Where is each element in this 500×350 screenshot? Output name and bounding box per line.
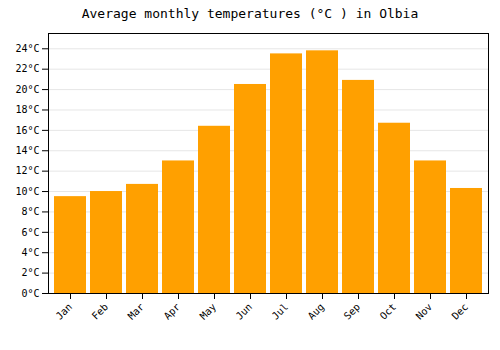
svg-text:24°C: 24°C [15, 43, 39, 54]
svg-text:Apr: Apr [162, 301, 183, 322]
svg-text:Nov: Nov [414, 301, 435, 322]
html-text:Average monthly temperatures (: Average monthly temperatures (°C ) in Ol… [81, 6, 419, 21]
svg-text:2°C: 2°C [21, 267, 39, 278]
svg-text:8°C: 8°C [21, 206, 39, 217]
svg-text:16°C: 16°C [15, 125, 39, 136]
svg-text:0°C: 0°C [21, 288, 39, 299]
svg-text:Mar: Mar [126, 301, 147, 322]
svg-text:10°C: 10°C [15, 186, 39, 197]
svg-text:Sep: Sep [342, 301, 363, 322]
svg-text:Jan: Jan [54, 301, 75, 322]
svg-text:4°C: 4°C [21, 247, 39, 258]
svg-text:Dec: Dec [450, 301, 471, 322]
svg-text:14°C: 14°C [15, 145, 39, 156]
svg-text:22°C: 22°C [15, 63, 39, 74]
svg-text:Oct: Oct [378, 301, 399, 322]
svg-text:18°C: 18°C [15, 104, 39, 115]
svg-text:20°C: 20°C [15, 84, 39, 95]
svg-text:12°C: 12°C [15, 165, 39, 176]
svg-text:Jun: Jun [234, 301, 255, 322]
svg-text:Aug: Aug [306, 301, 327, 322]
svg-text:Feb: Feb [90, 301, 111, 322]
svg-text:6°C: 6°C [21, 227, 39, 238]
svg-text:May: May [198, 301, 219, 322]
svg-text:Jul: Jul [270, 301, 291, 322]
